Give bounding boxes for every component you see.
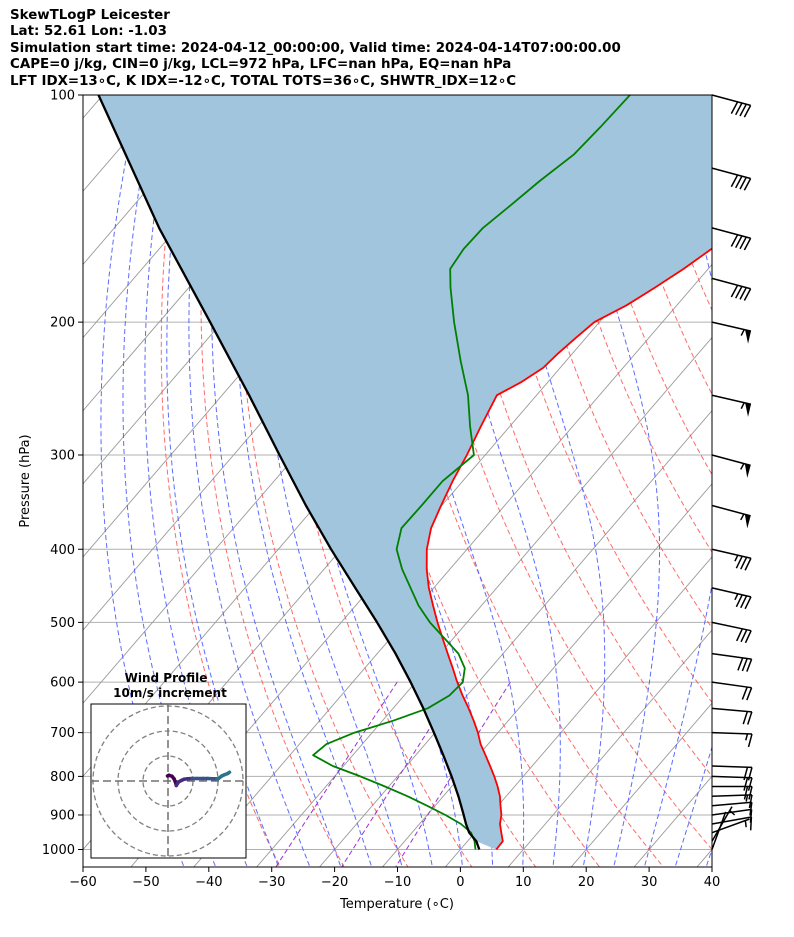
moist-adiabat-line [674,745,712,867]
x-tick-label: −30 [258,875,285,890]
chart-header: SkewTLogP Leicester Lat: 52.61 Lon: -1.0… [10,8,790,90]
isotherm-line [318,409,712,867]
isotherm-line [444,556,712,867]
wind-barb [711,621,752,644]
wind-barb [711,775,753,791]
hodograph-trace-segment [226,770,232,776]
wind-barb [711,504,751,529]
y-tick-label: 100 [50,89,75,104]
moist-adiabat-line [433,95,561,867]
mixing-ratio-line [395,681,511,867]
indices-line-2: LFT IDX=13∘C, K IDX=-12∘C, TOTAL TOTS=36… [10,73,517,89]
temperature-profile-line [425,247,712,851]
hodograph-subtitle: 10m/s increment [113,686,227,700]
wind-barb [711,167,752,191]
y-tick-label: 900 [50,808,75,823]
y-tick-label: 400 [50,543,75,558]
mixing-ratio-line [341,681,460,867]
axis-ticks: −60 −50 −40 −30 −20 −10 0 10 20 30 40 100 200 300 400 5… [42,89,720,891]
wind-barb [711,765,753,781]
indices-line-1: CAPE=0 j/kg, CIN=0 j/kg, LCL=972 hPa, LF… [10,57,512,73]
isotherm-line [570,702,712,867]
wind-barb [711,794,753,809]
y-tick-label: 300 [50,448,75,463]
time-line: Simulation start time: 2024-04-12_00:00:… [10,40,621,56]
wind-barb [712,785,753,800]
y-tick-label: 600 [50,676,75,691]
x-tick-label: 20 [578,875,595,890]
wind-barb [711,321,752,344]
dry-adiabat-line [770,95,794,881]
parcel-profile-line [97,95,481,850]
x-tick-label: 10 [515,875,532,890]
wind-barb [711,731,753,748]
y-tick-label: 200 [50,316,75,331]
moist-adiabat-line [188,95,311,867]
wind-barb [711,94,752,118]
dry-adiabat-line [704,95,712,122]
wind-barb [711,808,753,823]
moist-adiabat-line [705,848,712,867]
y-tick-label: 800 [50,770,75,785]
x-tick-label: −50 [132,875,159,890]
isotherm-line [256,336,712,867]
wind-barb [711,707,753,725]
x-tick-label: −20 [321,875,348,890]
x-tick-label: −60 [69,875,96,890]
isotherm-line [83,95,230,266]
hodograph-content [91,704,246,858]
wind-barb [711,394,752,417]
wind-barb [711,454,751,478]
y-tick-label: 500 [50,616,75,631]
y-axis-label: Pressure (hPa) [18,434,33,527]
wind-barb [711,652,753,672]
wind-barb [711,801,753,816]
wind-barb [711,587,752,610]
dry-adiabat-line [541,95,712,553]
wind-barb [711,227,752,251]
x-tick-label: −40 [195,875,222,890]
y-tick-label: 700 [50,726,75,741]
x-axis-label: Temperature (∘C) [339,897,454,912]
hodograph-inset: Wind Profile 10m/s increment [90,671,247,859]
moist-adiabat-line [732,95,794,881]
wind-barb [711,681,753,701]
location-line: Lat: 52.61 Lon: -1.03 [10,24,167,40]
sounding-layer [97,95,712,851]
isotherm-line [193,263,712,867]
x-tick-label: 40 [704,875,721,890]
moist-adiabat-line [491,95,606,867]
moist-adiabat-line [566,95,660,867]
x-tick-label: −10 [384,875,411,890]
dry-adiabat-line [508,95,712,629]
x-tick-label: 0 [456,875,464,890]
chart-title: SkewTLogP Leicester [10,8,170,23]
mixing-ratio-line [275,681,398,867]
wind-barb [711,277,752,301]
wind-barb [711,548,752,571]
hodograph-title: Wind Profile [125,671,208,685]
isotherm-line [507,629,712,867]
cin-shaded-area [98,95,712,850]
y-tick-label: 1000 [42,843,75,858]
moist-adiabat-line [234,95,373,867]
isotherm-line [83,95,104,119]
moist-adiabat-line [166,95,280,867]
wind-barbs [711,94,753,850]
wind-barb [711,818,750,834]
dry-adiabat-line [737,95,794,881]
x-tick-label: 30 [641,875,658,890]
dewpoint-profile-line [312,95,631,850]
moist-adiabat-line [211,95,342,867]
